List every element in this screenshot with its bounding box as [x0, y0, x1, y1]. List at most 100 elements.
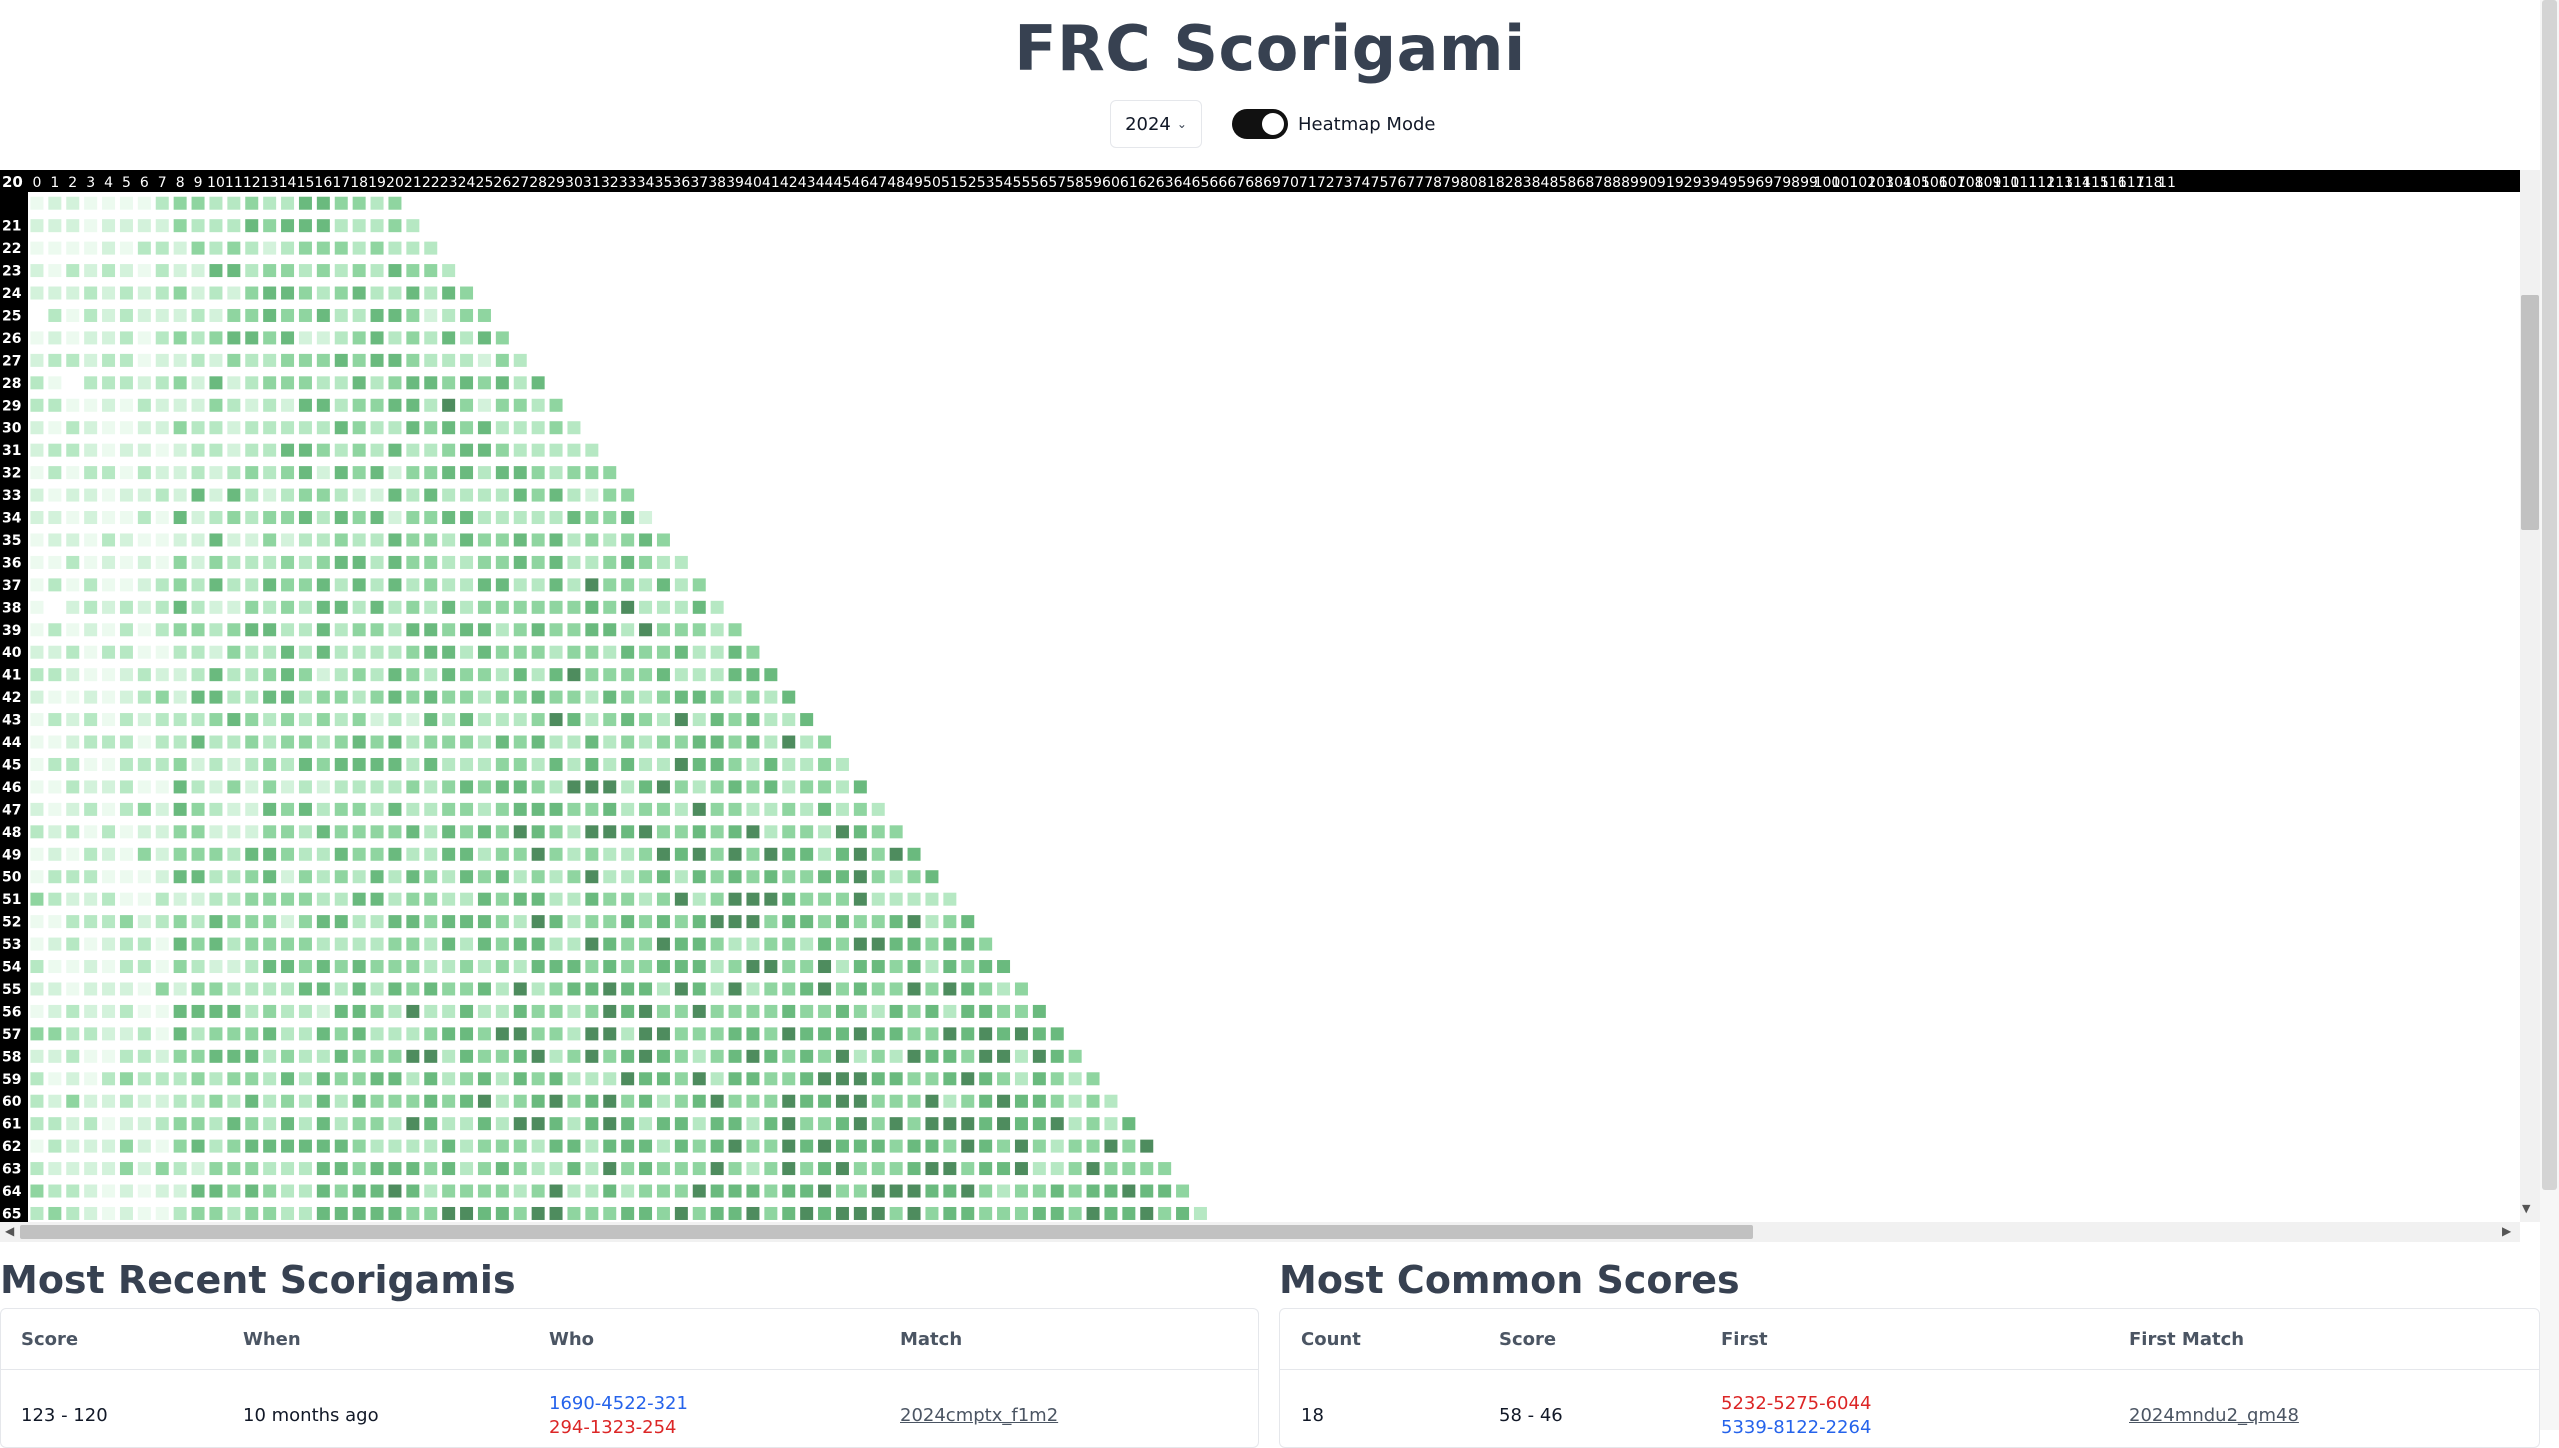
- score-cell-square[interactable]: [835, 1072, 849, 1086]
- score-cell-square[interactable]: [1014, 1206, 1028, 1220]
- score-cell-square[interactable]: [477, 668, 491, 682]
- score-cell-square[interactable]: [173, 511, 187, 525]
- score-cell-square[interactable]: [460, 870, 474, 884]
- score-cell-square[interactable]: [549, 915, 563, 929]
- score-cell-square[interactable]: [460, 1184, 474, 1198]
- score-cell-square[interactable]: [424, 398, 438, 412]
- score-cell-square[interactable]: [567, 825, 581, 839]
- score-cell-square[interactable]: [334, 847, 348, 861]
- score-cell-square[interactable]: [728, 960, 742, 974]
- score-cell-square[interactable]: [728, 1139, 742, 1153]
- score-cell-square[interactable]: [155, 219, 169, 233]
- score-cell-square[interactable]: [119, 1049, 133, 1063]
- score-cell-square[interactable]: [173, 443, 187, 457]
- score-cell-square[interactable]: [853, 825, 867, 839]
- score-cell-square[interactable]: [370, 196, 384, 210]
- score-cell-square[interactable]: [137, 847, 151, 861]
- score-cell-square[interactable]: [477, 1184, 491, 1198]
- score-cell-square[interactable]: [567, 713, 581, 727]
- score-cell-square[interactable]: [567, 443, 581, 457]
- score-cell-square[interactable]: [907, 1162, 921, 1176]
- score-cell-square[interactable]: [334, 735, 348, 749]
- score-cell-square[interactable]: [137, 241, 151, 255]
- score-cell-square[interactable]: [549, 421, 563, 435]
- score-cell-square[interactable]: [567, 870, 581, 884]
- score-cell-square[interactable]: [907, 847, 921, 861]
- score-cell-square[interactable]: [281, 600, 295, 614]
- score-cell-square[interactable]: [173, 870, 187, 884]
- score-cell-square[interactable]: [961, 937, 975, 951]
- score-cell-square[interactable]: [30, 1027, 44, 1041]
- score-cell-square[interactable]: [639, 1027, 653, 1041]
- score-cell-square[interactable]: [442, 1072, 456, 1086]
- score-cell-square[interactable]: [925, 1094, 939, 1108]
- score-cell-square[interactable]: [227, 578, 241, 592]
- score-cell-square[interactable]: [764, 1117, 778, 1131]
- score-cell-square[interactable]: [424, 623, 438, 637]
- score-cell-square[interactable]: [316, 870, 330, 884]
- score-cell-square[interactable]: [48, 713, 62, 727]
- score-cell-square[interactable]: [263, 668, 277, 682]
- score-cell-square[interactable]: [227, 555, 241, 569]
- score-cell-square[interactable]: [334, 802, 348, 816]
- score-cell-square[interactable]: [531, 1162, 545, 1176]
- score-cell-square[interactable]: [66, 802, 80, 816]
- first-match-link[interactable]: 2024mndu2_qm48: [2129, 1405, 2299, 1426]
- score-cell-square[interactable]: [424, 892, 438, 906]
- score-cell-square[interactable]: [782, 870, 796, 884]
- score-cell-square[interactable]: [298, 241, 312, 255]
- score-cell-square[interactable]: [710, 1117, 724, 1131]
- score-cell-square[interactable]: [710, 645, 724, 659]
- score-cell-square[interactable]: [495, 555, 509, 569]
- score-cell-square[interactable]: [442, 847, 456, 861]
- score-cell-square[interactable]: [889, 1049, 903, 1063]
- score-cell-square[interactable]: [424, 757, 438, 771]
- score-cell-square[interactable]: [173, 645, 187, 659]
- score-cell-square[interactable]: [424, 488, 438, 502]
- score-cell-square[interactable]: [639, 645, 653, 659]
- score-cell-square[interactable]: [1104, 1094, 1118, 1108]
- score-cell-square[interactable]: [424, 533, 438, 547]
- score-cell-square[interactable]: [656, 1206, 670, 1220]
- score-cell-square[interactable]: [263, 1027, 277, 1041]
- score-cell-square[interactable]: [316, 555, 330, 569]
- score-cell-square[interactable]: [585, 915, 599, 929]
- score-cell-square[interactable]: [531, 847, 545, 861]
- score-cell-square[interactable]: [388, 623, 402, 637]
- score-cell-square[interactable]: [639, 825, 653, 839]
- score-cell-square[interactable]: [84, 690, 98, 704]
- score-cell-square[interactable]: [639, 1139, 653, 1153]
- score-cell-square[interactable]: [298, 1206, 312, 1220]
- score-cell-square[interactable]: [495, 645, 509, 659]
- score-cell-square[interactable]: [692, 1049, 706, 1063]
- score-cell-square[interactable]: [513, 690, 527, 704]
- score-cell-square[interactable]: [424, 870, 438, 884]
- score-cell-square[interactable]: [656, 757, 670, 771]
- score-cell-square[interactable]: [173, 421, 187, 435]
- score-cell-square[interactable]: [388, 533, 402, 547]
- score-cell-square[interactable]: [656, 600, 670, 614]
- score-cell-square[interactable]: [227, 1072, 241, 1086]
- score-cell-square[interactable]: [746, 802, 760, 816]
- score-cell-square[interactable]: [460, 1206, 474, 1220]
- score-cell-square[interactable]: [84, 578, 98, 592]
- score-cell-square[interactable]: [585, 578, 599, 592]
- score-cell-square[interactable]: [513, 578, 527, 592]
- score-cell-square[interactable]: [818, 1206, 832, 1220]
- score-cell-square[interactable]: [603, 555, 617, 569]
- score-cell-square[interactable]: [943, 1094, 957, 1108]
- score-cell-square[interactable]: [818, 1139, 832, 1153]
- score-cell-square[interactable]: [173, 196, 187, 210]
- score-cell-square[interactable]: [48, 915, 62, 929]
- score-cell-square[interactable]: [173, 1027, 187, 1041]
- score-cell-square[interactable]: [782, 1004, 796, 1018]
- score-cell-square[interactable]: [800, 847, 814, 861]
- score-cell-square[interactable]: [155, 533, 169, 547]
- score-cell-square[interactable]: [549, 668, 563, 682]
- score-cell-square[interactable]: [406, 1184, 420, 1198]
- score-cell-square[interactable]: [209, 286, 223, 300]
- score-cell-square[interactable]: [746, 690, 760, 704]
- score-cell-square[interactable]: [871, 960, 885, 974]
- score-cell-square[interactable]: [1086, 1184, 1100, 1198]
- score-cell-square[interactable]: [388, 870, 402, 884]
